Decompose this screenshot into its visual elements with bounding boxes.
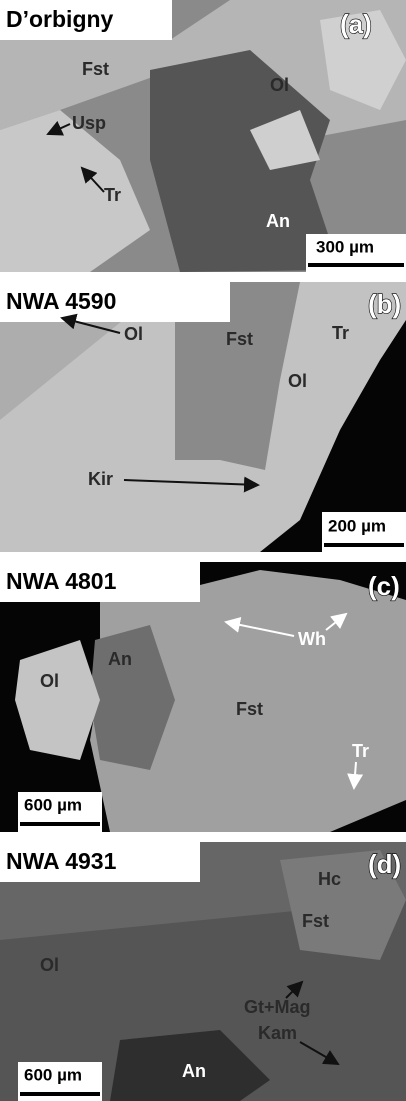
- phase-label: Wh: [298, 629, 326, 649]
- panel-c: NWA 4801 (c) Wh An Ol Fst Tr 600 µm: [0, 562, 406, 832]
- panel-a: D’orbigny (a) Fst Ol Usp Tr An 300 µm: [0, 0, 406, 272]
- phase-label: Fst: [302, 911, 329, 931]
- phase-label: Hc: [318, 869, 341, 889]
- panel-title: NWA 4931: [6, 848, 117, 874]
- phase-label: Tr: [332, 323, 349, 343]
- scale-label: 600 µm: [24, 1065, 82, 1084]
- panel-tag: (b): [368, 289, 401, 319]
- phase-label: Ol: [40, 671, 59, 691]
- panel-tag: (c): [368, 571, 400, 601]
- scale-label: 200 µm: [328, 516, 386, 535]
- phase-label: Tr: [352, 741, 369, 761]
- phase-label: Ol: [124, 324, 143, 344]
- phase-label: An: [108, 649, 132, 669]
- panel-title: NWA 4590: [6, 288, 116, 314]
- phase-label: Fst: [82, 59, 109, 79]
- phase-label: Fst: [226, 329, 253, 349]
- phase-label: Kir: [88, 469, 113, 489]
- scale-label: 300 µm: [316, 237, 374, 256]
- panel-d: NWA 4931 (d) Hc Fst Ol Gt+Mag Kam An 600…: [0, 842, 406, 1101]
- phase-label: Ol: [40, 955, 59, 975]
- phase-label: Kam: [258, 1023, 297, 1043]
- panel-tag: (a): [340, 9, 372, 39]
- panel-title: D’orbigny: [6, 6, 114, 32]
- phase-label: Usp: [72, 113, 106, 133]
- scale-label: 600 µm: [24, 795, 82, 814]
- figure: D’orbigny (a) Fst Ol Usp Tr An 300 µm NW…: [0, 0, 406, 1101]
- panel-title: NWA 4801: [6, 568, 117, 594]
- phase-label: An: [182, 1061, 206, 1081]
- panel-b: NWA 4590 (b) Fst Tr Ol Ol Kir 200 µm: [0, 282, 406, 552]
- phase-label: Tr: [104, 185, 121, 205]
- panel-tag: (d): [368, 849, 401, 879]
- phase-label: Ol: [270, 75, 289, 95]
- phase-label: Fst: [236, 699, 263, 719]
- phase-label: Ol: [288, 371, 307, 391]
- phase-label: Gt+Mag: [244, 997, 311, 1017]
- phase-label: An: [266, 211, 290, 231]
